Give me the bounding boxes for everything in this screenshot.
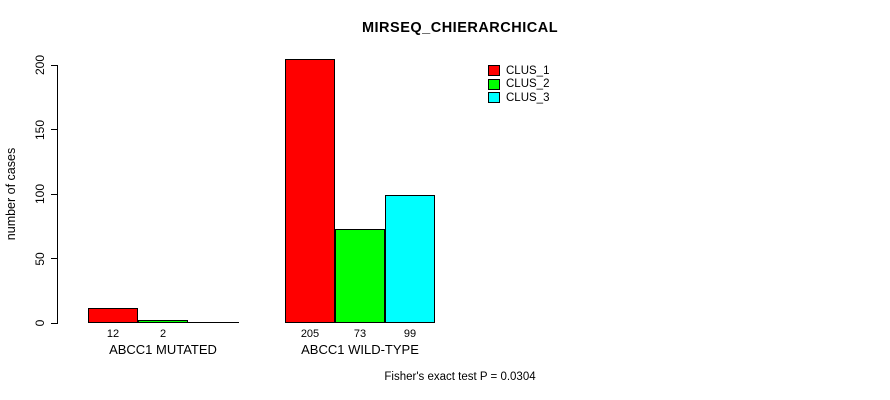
legend-label-clus-3: CLUS_3 xyxy=(506,91,550,104)
y-axis-label: number of cases xyxy=(4,147,18,241)
y-tick-mark-200 xyxy=(51,64,58,66)
stats-annotation: Fisher's exact test P = 0.0304 xyxy=(384,371,536,383)
bar-clus-1-abcc1-wild-type xyxy=(285,58,335,323)
value-label-clus-2-abcc1-mutated: 2 xyxy=(159,328,167,340)
y-tick-mark-0 xyxy=(51,322,58,324)
y-tick-label-50: 50 xyxy=(33,251,47,266)
bar-clus-3-abcc1-mutated-zero xyxy=(188,322,239,323)
legend-row-clus-3: CLUS_3 xyxy=(488,91,549,105)
value-label-clus-2-abcc1-wild-type: 73 xyxy=(353,328,367,340)
bar-clus-2-abcc1-mutated xyxy=(138,320,188,323)
y-tick-mark-100 xyxy=(51,193,58,195)
value-label-clus-1-abcc1-mutated: 12 xyxy=(106,328,120,340)
legend: CLUS_1 CLUS_2 CLUS_3 xyxy=(488,64,549,105)
y-tick-label-100: 100 xyxy=(33,183,47,205)
y-tick-mark-150 xyxy=(51,129,58,130)
legend-label-clus-2: CLUS_2 xyxy=(506,78,550,91)
chart-title: MIRSEQ_CHIERARCHICAL xyxy=(361,20,559,36)
value-label-clus-3-abcc1-wild-type: 99 xyxy=(403,328,417,340)
y-tick-label-150: 150 xyxy=(33,119,47,140)
legend-row-clus-1: CLUS_1 xyxy=(488,64,549,78)
legend-label-clus-1: CLUS_1 xyxy=(506,64,550,77)
y-tick-label-0: 0 xyxy=(33,319,47,327)
legend-row-clus-2: CLUS_2 xyxy=(488,78,549,92)
y-axis-line xyxy=(57,65,58,324)
category-label-abcc1-wild-type: ABCC1 WILD-TYPE xyxy=(301,342,419,357)
y-tick-mark-50 xyxy=(51,258,58,259)
bar-clus-1-abcc1-mutated xyxy=(88,307,138,323)
category-label-abcc1-mutated: ABCC1 MUTATED xyxy=(109,342,217,357)
value-label-clus-1-abcc1-wild-type: 205 xyxy=(300,328,320,340)
legend-swatch-clus-1 xyxy=(488,65,500,77)
legend-swatch-clus-2 xyxy=(488,78,500,90)
bar-clus-2-abcc1-wild-type xyxy=(335,228,385,323)
bar-clus-3-abcc1-wild-type xyxy=(385,195,435,323)
legend-swatch-clus-3 xyxy=(488,92,500,104)
y-tick-label-200: 200 xyxy=(33,54,47,76)
